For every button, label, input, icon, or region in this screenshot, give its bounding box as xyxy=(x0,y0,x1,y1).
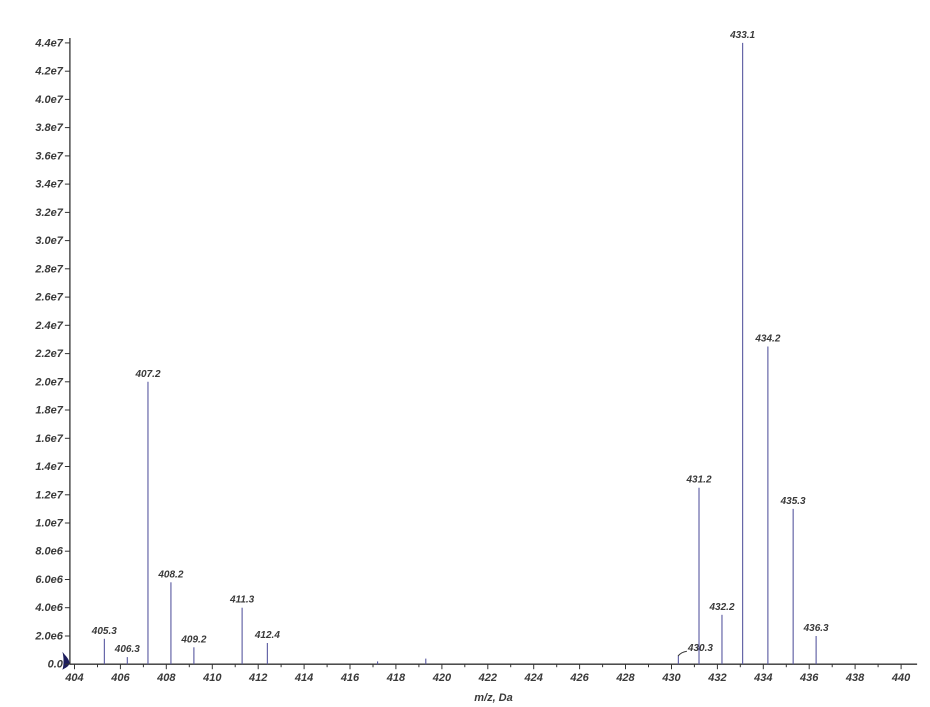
svg-text:406: 406 xyxy=(110,672,130,684)
svg-text:430.3: 430.3 xyxy=(687,643,713,654)
svg-text:435.3: 435.3 xyxy=(780,496,806,507)
svg-text:6.0e6: 6.0e6 xyxy=(35,574,63,586)
svg-text:4.0e6: 4.0e6 xyxy=(34,602,63,614)
svg-text:426: 426 xyxy=(569,672,589,684)
svg-text:3.4e7: 3.4e7 xyxy=(35,179,63,191)
svg-text:432: 432 xyxy=(707,672,726,684)
svg-text:3.8e7: 3.8e7 xyxy=(35,122,63,134)
svg-text:4.0e7: 4.0e7 xyxy=(34,94,63,106)
svg-text:8.0e6: 8.0e6 xyxy=(35,546,63,558)
svg-text:1.8e7: 1.8e7 xyxy=(35,405,63,417)
svg-text:438: 438 xyxy=(845,672,865,684)
svg-text:4.4e7: 4.4e7 xyxy=(34,37,63,49)
svg-text:433.1: 433.1 xyxy=(729,30,755,41)
svg-text:3.6e7: 3.6e7 xyxy=(35,150,63,162)
svg-text:434.2: 434.2 xyxy=(754,334,780,345)
svg-text:410: 410 xyxy=(202,672,222,684)
svg-text:4.2e7: 4.2e7 xyxy=(34,66,63,78)
svg-text:430: 430 xyxy=(661,672,681,684)
svg-text:411.3: 411.3 xyxy=(229,595,255,606)
svg-text:428: 428 xyxy=(615,672,635,684)
svg-text:431.2: 431.2 xyxy=(685,475,711,486)
svg-text:2.8e7: 2.8e7 xyxy=(34,263,63,275)
svg-text:440: 440 xyxy=(891,672,911,684)
svg-text:2.4e7: 2.4e7 xyxy=(34,320,63,332)
svg-text:3.2e7: 3.2e7 xyxy=(35,207,63,219)
svg-text:2.6e7: 2.6e7 xyxy=(34,292,63,304)
svg-text:418: 418 xyxy=(386,672,406,684)
svg-text:436: 436 xyxy=(799,672,819,684)
svg-text:414: 414 xyxy=(294,672,313,684)
svg-text:434: 434 xyxy=(753,672,772,684)
svg-text:420: 420 xyxy=(432,672,452,684)
svg-text:422: 422 xyxy=(478,672,497,684)
svg-text:424: 424 xyxy=(524,672,543,684)
svg-text:404: 404 xyxy=(64,672,83,684)
svg-text:m/z, Da: m/z, Da xyxy=(474,692,513,704)
svg-text:412.4: 412.4 xyxy=(254,630,280,641)
svg-text:0.0: 0.0 xyxy=(48,659,64,671)
svg-text:2.2e7: 2.2e7 xyxy=(34,348,63,360)
svg-text:406.3: 406.3 xyxy=(114,644,140,655)
svg-text:2.0e6: 2.0e6 xyxy=(34,631,63,643)
svg-text:2.0e7: 2.0e7 xyxy=(34,376,63,388)
svg-text:436.3: 436.3 xyxy=(803,623,829,634)
svg-text:416: 416 xyxy=(340,672,360,684)
svg-text:1.6e7: 1.6e7 xyxy=(35,433,63,445)
svg-text:405.3: 405.3 xyxy=(91,626,117,637)
svg-text:432.2: 432.2 xyxy=(708,602,734,613)
svg-text:408: 408 xyxy=(156,672,176,684)
svg-text:412: 412 xyxy=(248,672,267,684)
svg-text:409.2: 409.2 xyxy=(180,634,206,645)
svg-text:1.0e7: 1.0e7 xyxy=(35,518,63,530)
svg-text:3.0e7: 3.0e7 xyxy=(35,235,63,247)
svg-text:1.2e7: 1.2e7 xyxy=(35,489,63,501)
svg-text:408.2: 408.2 xyxy=(157,569,183,580)
svg-text:1.4e7: 1.4e7 xyxy=(35,461,63,473)
svg-text:407.2: 407.2 xyxy=(134,369,160,380)
